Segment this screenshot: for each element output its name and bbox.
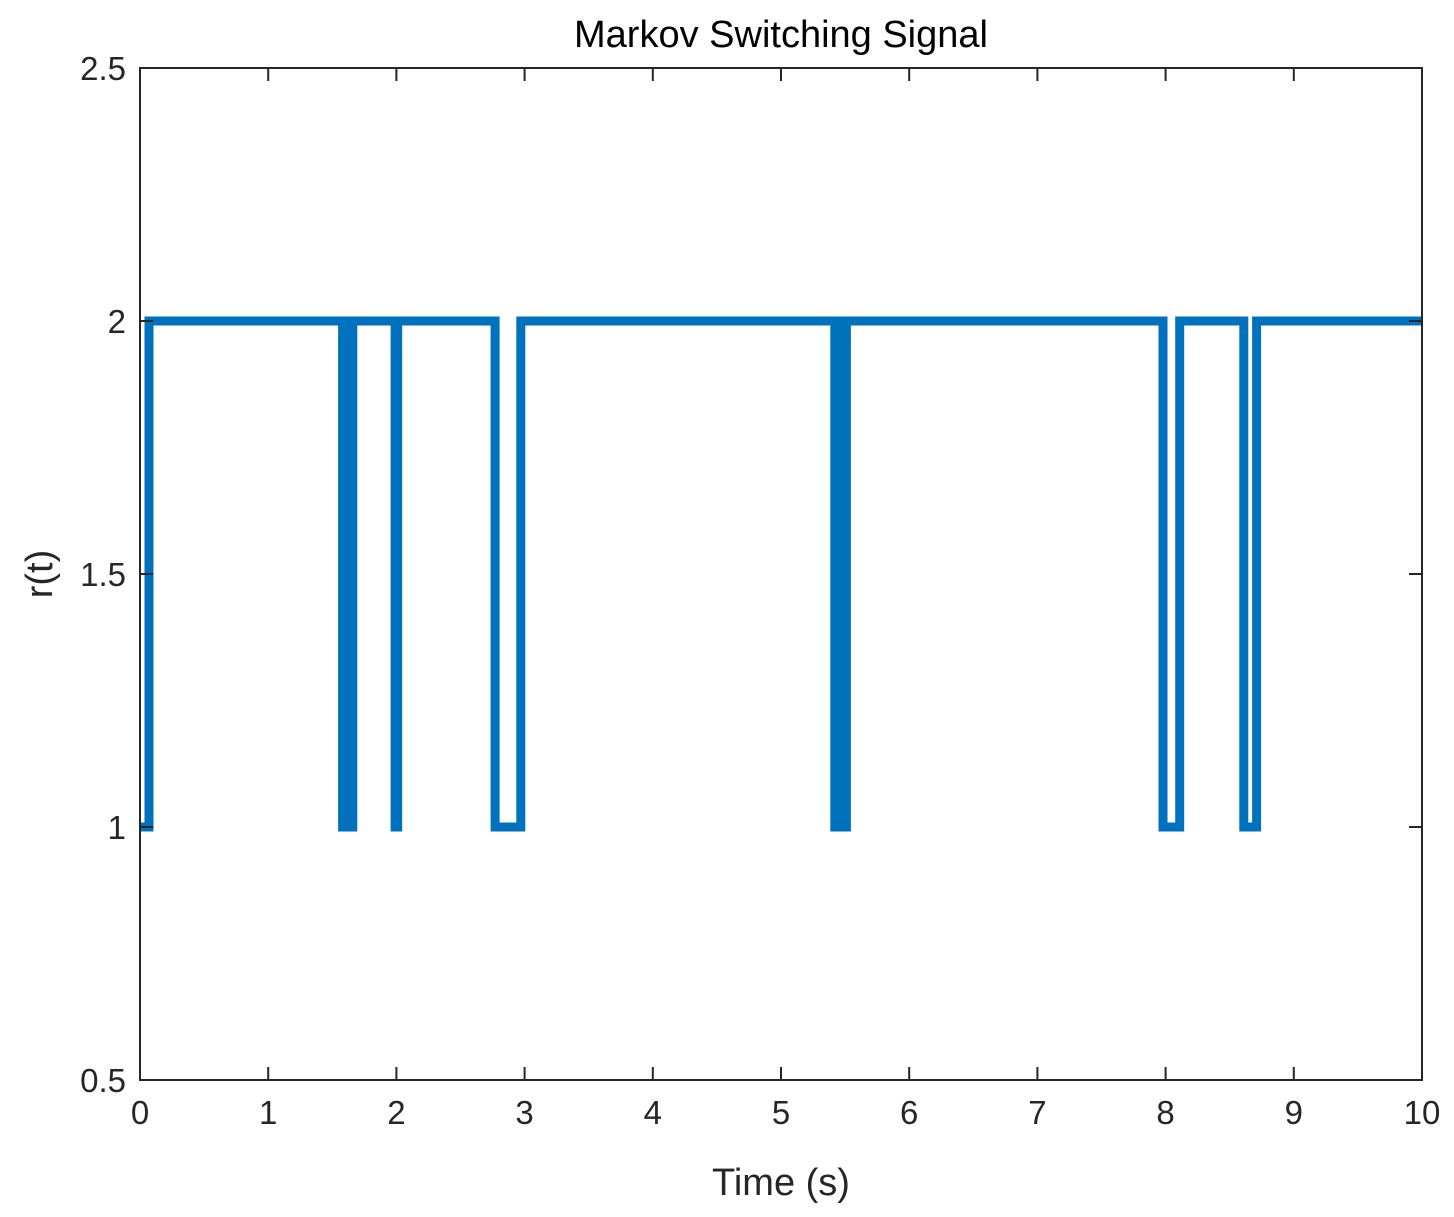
series-layer <box>140 316 1422 832</box>
x-tick-label: 3 <box>515 1094 533 1131</box>
y-tick-label: 2 <box>108 303 126 340</box>
x-tick-label: 6 <box>900 1094 918 1131</box>
x-axis-label: Time (s) <box>712 1162 850 1204</box>
x-tick-label: 4 <box>644 1094 662 1131</box>
plot-background <box>140 68 1422 1080</box>
x-tick-label: 0 <box>131 1094 149 1131</box>
chart-title: Markov Switching Signal <box>574 14 988 56</box>
series-line-1 <box>140 316 1422 832</box>
x-tick-label: 5 <box>772 1094 790 1131</box>
y-tick-label: 1.5 <box>80 556 126 593</box>
x-tick-label: 10 <box>1404 1094 1441 1131</box>
y-tick-label: 2.5 <box>80 50 126 87</box>
x-tick-label: 9 <box>1285 1094 1303 1131</box>
x-tick-label: 2 <box>387 1094 405 1131</box>
y-tick-label: 1 <box>108 809 126 846</box>
y-axis-label: r(t) <box>19 550 61 599</box>
tick-layer: 0 1 2 3 4 5 6 7 8 9 10 0.5 1 1.5 2 2.5 <box>80 50 1440 1131</box>
x-tick-label: 1 <box>259 1094 277 1131</box>
x-tick-label: 8 <box>1156 1094 1174 1131</box>
x-tick-label: 7 <box>1028 1094 1046 1131</box>
y-tick-label: 0.5 <box>80 1062 126 1099</box>
